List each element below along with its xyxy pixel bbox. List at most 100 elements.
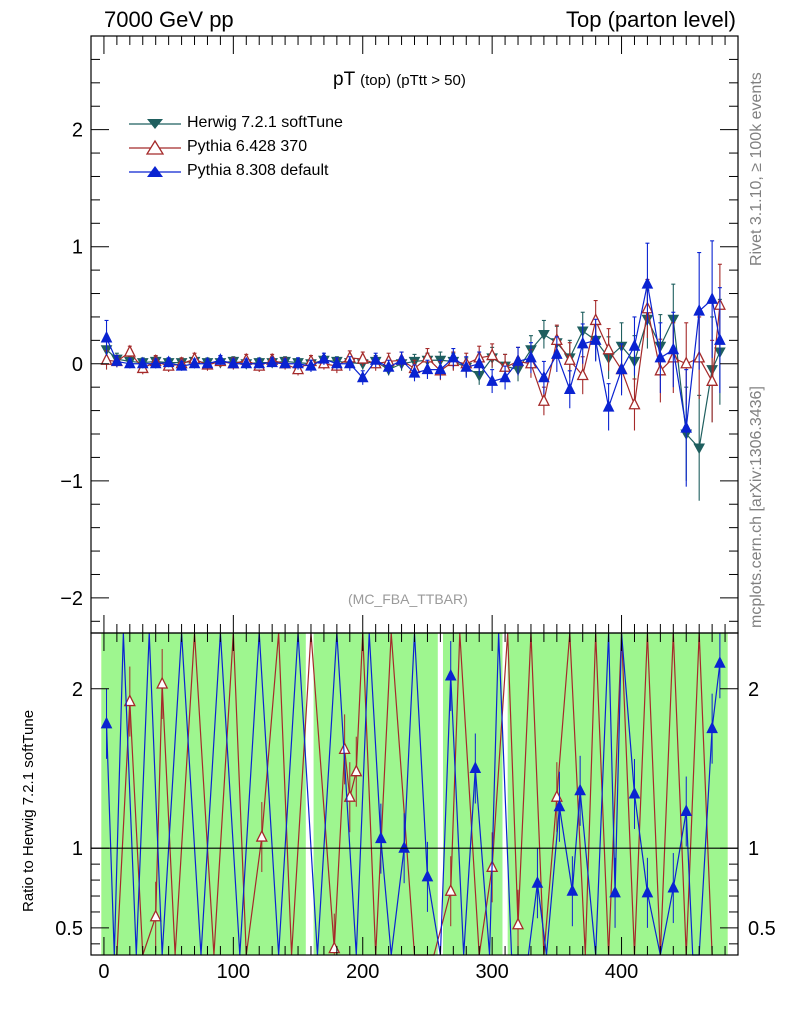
main-series-2-point-27 — [447, 350, 460, 363]
ratio-ytick-label-right-2: 2 — [748, 679, 759, 701]
main-ytick-label-0: −2 — [60, 588, 83, 610]
main-series-2-point-23 — [395, 353, 408, 365]
main-series-2-line — [105, 284, 721, 429]
main-series-2-point-10 — [227, 356, 240, 369]
ratio-series-1-point-40 — [641, 885, 654, 898]
main-series-2-point-8 — [201, 356, 214, 369]
legend-marker-pythia8-icon — [129, 166, 181, 177]
main-series-1-line — [106, 305, 721, 405]
main-panel-series — [100, 240, 726, 501]
analysis-tag: (MC_FBA_TTBAR) — [348, 591, 468, 607]
ratio-xtick-label-4: 400 — [605, 961, 638, 983]
header-left-label: 7000 GeV pp — [104, 7, 234, 32]
ratio-ytick-label-right-1: 1 — [748, 838, 759, 860]
main-series-0-point-34 — [538, 330, 550, 341]
ratio-xtick-label-3: 300 — [475, 961, 508, 983]
plot-title-sub1: (top) — [360, 72, 391, 89]
ratio-series-0-point-3 — [149, 909, 162, 922]
main-series-2-point-22 — [382, 360, 395, 372]
main-series-2-point-15 — [292, 356, 304, 369]
main-ytick-label-2: 0 — [72, 354, 83, 376]
main-series-2-point-2 — [124, 356, 136, 369]
ratio-series-1-point-33 — [566, 884, 579, 896]
main-series-2-point-20 — [356, 370, 369, 383]
main-series-0-point-46 — [693, 443, 706, 455]
main-ytick-label-3: 1 — [72, 237, 83, 259]
main-series-1-point-36 — [563, 352, 576, 365]
main-series-2-point-36 — [563, 382, 576, 395]
ratio-series-1-line — [105, 632, 721, 956]
legend-marker-herwig-icon — [129, 119, 181, 129]
main-series-2-point-39 — [602, 399, 615, 412]
main-series-2-point-13 — [266, 355, 278, 368]
main-series-2-point-47 — [706, 292, 718, 304]
main-series-2-point-11 — [240, 356, 253, 369]
main-panel-frame — [90, 35, 739, 634]
ratio-band-gap-0 — [305, 633, 314, 955]
main-series-1-point-45 — [680, 356, 693, 369]
main-series-2-point-40 — [615, 362, 628, 375]
ratio-series-0-point-10 — [255, 829, 268, 842]
ratio-series-1-point-19 — [398, 841, 410, 853]
ratio-ytick-label-left-1: 1 — [72, 838, 83, 860]
ratio-series-1-point-34 — [574, 783, 586, 796]
ratio-series-1-point-25 — [469, 761, 482, 773]
ratio-series-0-point-28 — [511, 917, 525, 930]
ratio-series-0-point-23 — [444, 883, 457, 896]
main-series-2-point-24 — [408, 366, 421, 378]
main-ytick-label-1: −1 — [60, 471, 83, 493]
legend-label-pythia8: Pythia 8.308 default — [187, 162, 329, 179]
ratio-series-1-point-17 — [375, 831, 387, 844]
main-ytick-label-4: 2 — [72, 120, 83, 142]
main-series-2-point-44 — [667, 342, 680, 355]
ratio-ytick-label-right-0: 0.5 — [748, 918, 776, 940]
main-series-1-point-39 — [602, 342, 615, 355]
ratio-ytick-label-left-2: 2 — [72, 679, 83, 701]
main-series-2-point-32 — [512, 354, 524, 366]
ratio-series-1-point-0 — [100, 716, 113, 729]
main-series-1-point-47 — [706, 373, 719, 386]
ratio-series-1-point-32 — [553, 799, 566, 812]
ratio-series-0-point-4 — [156, 676, 169, 689]
main-series-1-point-37 — [576, 368, 589, 381]
main-series-0-line — [106, 317, 721, 450]
main-series-2-point-14 — [279, 356, 291, 369]
main-series-2-point-38 — [589, 333, 602, 345]
main-series-2-point-34 — [538, 370, 550, 383]
main-series-2-point-28 — [460, 360, 473, 372]
ratio-series-1-point-30 — [531, 876, 544, 888]
main-series-2-point-46 — [693, 303, 705, 316]
main-series-2-point-4 — [149, 356, 162, 369]
ratio-series-1-point-21 — [421, 869, 434, 882]
main-series-2-point-43 — [654, 350, 667, 363]
ratio-series-1-point-47 — [714, 656, 726, 668]
main-series-2-point-9 — [214, 353, 227, 365]
main-series-2-point-17 — [318, 351, 330, 364]
main-series-2-point-0 — [100, 330, 113, 343]
main-series-1-point-34 — [537, 393, 550, 406]
main-series-2-point-3 — [136, 356, 149, 369]
main-series-2-point-30 — [486, 374, 498, 386]
main-series-1-point-2 — [123, 344, 136, 357]
main-series-2-point-12 — [253, 356, 266, 369]
main-series-2-point-26 — [434, 362, 447, 375]
main-series-2-point-6 — [175, 358, 188, 371]
ratio-series-1-point-23 — [444, 668, 457, 681]
main-series-2-point-18 — [331, 356, 343, 369]
main-series-2-point-7 — [188, 356, 201, 369]
ratio-xtick-label-2: 200 — [346, 961, 379, 983]
ratio-series-1-point-43 — [680, 804, 693, 817]
main-series-2-point-45 — [680, 421, 693, 433]
main-series-2-point-35 — [551, 347, 563, 359]
ratio-band-gap-1 — [437, 633, 443, 955]
legend-label-herwig: Herwig 7.2.1 softTune — [187, 114, 343, 131]
main-series-2-point-48 — [714, 333, 726, 345]
main-series-2-point-31 — [499, 370, 511, 383]
ratio-series-0-point-17 — [350, 764, 363, 777]
main-series-2-point-5 — [162, 355, 175, 368]
main-series-2-point-29 — [473, 356, 486, 369]
main-series-1-point-41 — [628, 397, 641, 410]
plot-title-sub2: (pTtt > 50) — [396, 72, 466, 89]
legend-marker-pythia6-icon — [129, 139, 181, 155]
